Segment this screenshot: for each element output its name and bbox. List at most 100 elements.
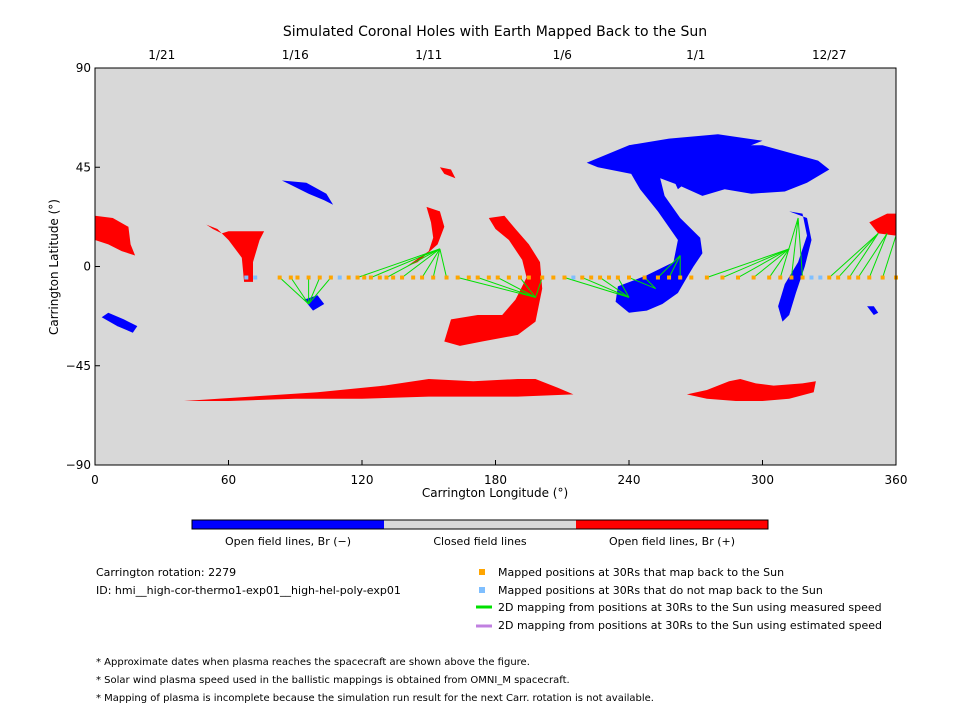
date-tick-label: 1/21 xyxy=(148,48,175,62)
x-tick-label: 0 xyxy=(91,473,99,487)
negative-coronal-hole xyxy=(778,211,812,322)
date-tick-label: 1/16 xyxy=(282,48,309,62)
positive-coronal-hole xyxy=(206,224,265,282)
x-tick-label: 180 xyxy=(484,473,507,487)
mapping-line xyxy=(370,248,441,278)
mapping-line xyxy=(837,233,879,278)
unmapped-position-marker xyxy=(337,275,342,280)
legend-mapped-swatch xyxy=(479,569,485,575)
mapped-position-marker xyxy=(355,275,360,280)
mapping-line xyxy=(628,277,656,290)
mapping-line xyxy=(386,248,441,278)
mapping-line xyxy=(308,277,321,305)
mapped-position-marker xyxy=(306,275,311,280)
mapped-position-marker xyxy=(827,275,832,280)
y-tick-label: 45 xyxy=(76,160,91,174)
mapped-position-marker xyxy=(295,275,300,280)
unmapped-position-marker xyxy=(818,275,823,280)
legend-not-mapped-label: Mapped positions at 30Rs that do not map… xyxy=(498,584,823,597)
mapped-position-marker xyxy=(689,275,694,280)
unmapped-position-marker xyxy=(571,275,576,280)
plot-area xyxy=(94,67,898,466)
coronal-hole-regions xyxy=(95,134,896,401)
mapped-position-marker xyxy=(495,275,500,280)
mapped-position-marker xyxy=(778,275,783,280)
note-omni: * Solar wind plasma speed used in the ba… xyxy=(96,675,570,686)
unmapped-position-marker xyxy=(244,275,249,280)
positive-coronal-hole xyxy=(444,215,543,346)
mapping-line xyxy=(722,248,790,278)
mapped-position-marker xyxy=(800,275,805,280)
x-tick-label: 300 xyxy=(751,473,774,487)
mapped-position-marker xyxy=(627,275,631,280)
mapping-line xyxy=(457,277,536,298)
chart-title: Simulated Coronal Holes with Earth Mappe… xyxy=(283,24,707,40)
mapping-line xyxy=(779,217,799,278)
mapped-position-marker xyxy=(444,275,449,280)
y-tick-label: −90 xyxy=(66,458,91,472)
mapped-position-marker xyxy=(720,275,725,280)
mapping-line xyxy=(668,255,681,278)
mapping-line xyxy=(790,217,799,278)
mapped-position-marker xyxy=(317,275,322,280)
mapping-line xyxy=(564,277,630,298)
mapped-position-marker xyxy=(420,275,425,280)
y-axis-ticks: 90 45 0 −45 −90 xyxy=(66,61,100,472)
note-dates: * Approximate dates when plasma reaches … xyxy=(96,657,530,668)
mapping-line xyxy=(497,277,536,298)
colorbar-label: Closed field lines xyxy=(433,535,527,548)
y-tick-label: 0 xyxy=(83,260,91,274)
mapped-position-marker xyxy=(704,275,709,280)
mapping-line xyxy=(439,248,448,278)
mapped-position-marker xyxy=(277,275,282,280)
mapped-position-marker xyxy=(551,275,556,280)
negative-coronal-hole xyxy=(867,306,879,315)
carrington-rotation-text: Carrington rotation: 2279 xyxy=(96,566,236,579)
colorbar-label: Open field lines, Br (−) xyxy=(225,535,351,548)
mapped-position-marker xyxy=(328,275,333,280)
mapping-line xyxy=(279,277,309,305)
mapping-line xyxy=(882,235,897,278)
negative-coronal-hole xyxy=(586,145,830,313)
mapping-line xyxy=(737,248,790,278)
mapping-line xyxy=(753,248,790,278)
mapping-line xyxy=(768,248,790,278)
mapping-line xyxy=(857,233,888,278)
colorbar-label: Open field lines, Br (+) xyxy=(609,535,735,548)
mapped-position-marker xyxy=(867,275,872,280)
mapped-position-marker xyxy=(736,275,741,280)
mapped-position-marker xyxy=(562,275,567,280)
mapping-line xyxy=(617,277,630,298)
negative-coronal-hole xyxy=(304,295,325,311)
date-tick-label: 1/6 xyxy=(553,48,572,62)
colorbar-segment xyxy=(576,520,768,529)
mapping-line xyxy=(657,255,681,278)
mapping-line xyxy=(868,233,888,278)
mapping-line xyxy=(706,248,790,278)
unmapped-position-marker xyxy=(809,275,814,280)
mapped-position-marker xyxy=(384,275,389,280)
x-tick-label: 360 xyxy=(885,473,908,487)
measured-speed-mapping-lines xyxy=(279,217,897,305)
mapping-line xyxy=(401,248,441,278)
mapped-position-marker xyxy=(506,275,511,280)
legend-measured-label: 2D mapping from positions at 30Rs to the… xyxy=(498,601,882,614)
note-incomplete: * Mapping of plasma is incomplete becaus… xyxy=(96,693,654,704)
mapped-position-marker xyxy=(368,275,373,280)
x-tick-label: 60 xyxy=(221,473,236,487)
negative-coronal-hole xyxy=(101,312,138,333)
mapped-position-marker xyxy=(655,275,660,280)
mapped-position-marker xyxy=(767,275,772,280)
top-date-axis: 1/21 1/16 1/11 1/6 1/1 12/27 xyxy=(148,48,847,73)
mapped-positions xyxy=(244,275,898,280)
mapped-position-marker xyxy=(751,275,756,280)
mapped-position-marker xyxy=(526,275,531,280)
date-tick-label: 1/1 xyxy=(686,48,705,62)
y-tick-label: −45 xyxy=(66,359,91,373)
mapped-position-marker xyxy=(836,275,841,280)
negative-coronal-hole xyxy=(629,134,763,190)
mapping-line xyxy=(828,233,879,278)
mapped-position-marker xyxy=(667,275,672,280)
mapped-position-marker xyxy=(475,275,480,280)
